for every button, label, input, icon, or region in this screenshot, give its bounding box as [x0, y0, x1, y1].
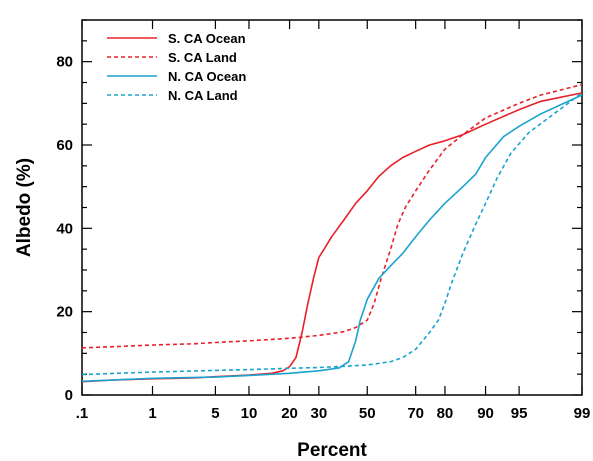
- x-tick-label: 50: [359, 405, 376, 422]
- y-axis-title: Albedo (%): [14, 158, 35, 257]
- legend-label-n-ca-ocean: N. CA Ocean: [168, 69, 246, 84]
- series-layer: [81, 83, 583, 383]
- series-line-s-ca-ocean: [81, 92, 583, 383]
- x-tick-label: 30: [311, 405, 328, 422]
- series-line-s-ca-land: [81, 83, 583, 349]
- y-tick-label: 0: [65, 387, 73, 404]
- x-tick-label: 5: [211, 405, 219, 422]
- x-tick-label: 90: [477, 405, 494, 422]
- x-tick-label: 80: [437, 405, 454, 422]
- x-tick-label: 1: [148, 405, 156, 422]
- series-line-n-ca-land: [81, 92, 583, 376]
- x-axis-title: Percent: [297, 440, 367, 461]
- legend-label-s-ca-ocean: S. CA Ocean: [168, 31, 246, 46]
- tick-labels: .1 1 5 10 20 30 50 70 80 90 95 99 0 20 40 60 80: [56, 54, 590, 422]
- x-tick-label: 95: [511, 405, 528, 422]
- y-tick-label: 60: [56, 137, 73, 154]
- plot-area: [81, 19, 583, 396]
- axis-ticks: [81, 19, 583, 396]
- x-tick-label: 70: [407, 405, 424, 422]
- x-tick-label: .1: [76, 405, 89, 422]
- y-tick-label: 80: [56, 54, 73, 71]
- x-tick-label: 99: [574, 405, 591, 422]
- legend-label-s-ca-land: S. CA Land: [168, 50, 237, 65]
- x-tick-label: 20: [281, 405, 298, 422]
- legend-label-n-ca-land: N. CA Land: [168, 88, 238, 103]
- series-line-n-ca-ocean: [81, 94, 583, 383]
- x-tick-label: 10: [241, 405, 258, 422]
- legend: S. CA Ocean S. CA Land N. CA Ocean N. CA La…: [107, 31, 246, 103]
- y-tick-label: 20: [56, 304, 73, 321]
- y-tick-label: 40: [56, 220, 73, 237]
